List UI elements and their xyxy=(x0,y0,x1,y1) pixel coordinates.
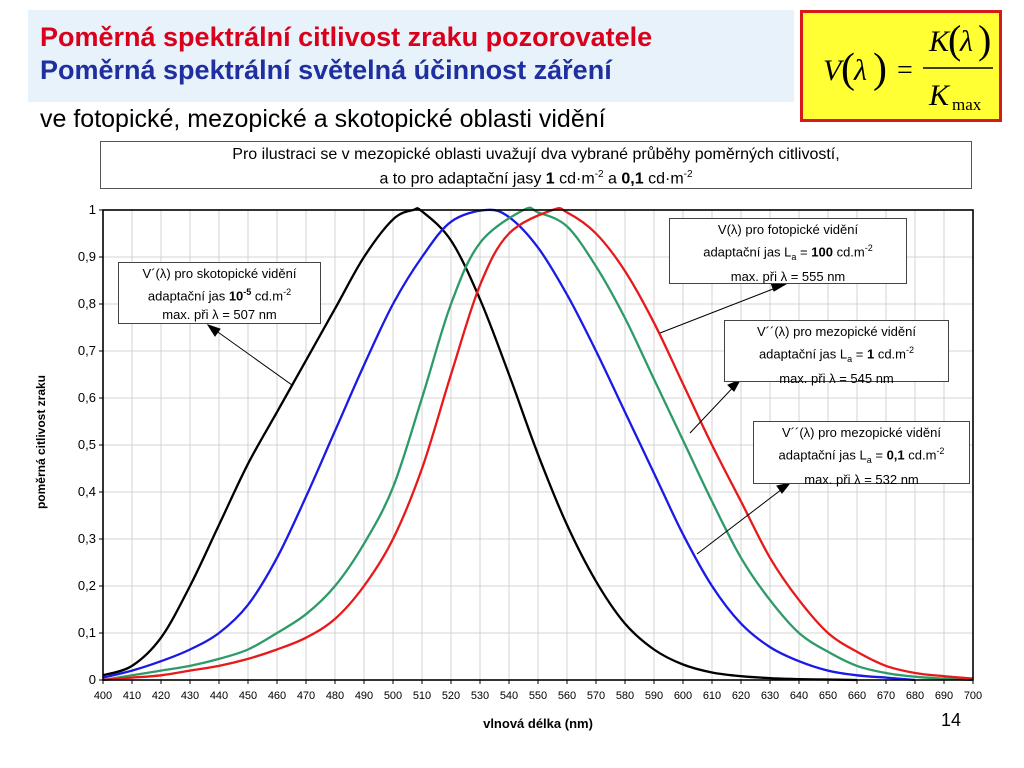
x-tick-labels: 400 410 420 430 440 450 460 470 480 490 500 510 520 5… xyxy=(94,680,982,702)
x-tick-label: 560 xyxy=(558,690,576,702)
y-tick-label: 0,5 xyxy=(78,437,96,452)
annotation-photopic: V(λ) pro fotopické vidění adaptační jas … xyxy=(669,218,907,284)
x-tick-label: 470 xyxy=(297,690,315,702)
formula-lambda: λ xyxy=(853,54,867,87)
y-tick-label: 1 xyxy=(89,202,96,217)
leader-scotopic-arrow xyxy=(206,324,221,337)
formula-box: V ( λ ) = K ( λ ) K max xyxy=(800,10,1002,122)
x-tick-label: 630 xyxy=(761,690,779,702)
formula-graphic: V ( λ ) = K ( λ ) K max xyxy=(823,17,993,114)
formula-equals: = xyxy=(897,55,913,86)
leader-mesopic-1-arrow xyxy=(727,378,742,392)
leader-mesopic-01-arrow xyxy=(776,482,792,494)
x-tick-label: 540 xyxy=(500,690,518,702)
page-number: 14 xyxy=(941,710,962,730)
annotation-leaders xyxy=(206,282,792,555)
page-subtitle: ve fotopické, mezopické a skotopické obl… xyxy=(40,105,606,133)
y-tick-label: 0,6 xyxy=(78,390,96,405)
x-tick-label: 660 xyxy=(848,690,866,702)
y-tick-label: 0 xyxy=(89,672,96,687)
formula-paren-close: ) xyxy=(873,46,887,92)
x-tick-label: 690 xyxy=(935,690,953,702)
formula-denominator-sub: max xyxy=(952,95,982,114)
y-axis-label: poměrná citlivost zraku xyxy=(34,374,48,510)
x-axis-label: vlnová délka (nm) xyxy=(483,716,593,731)
x-tick-label: 460 xyxy=(268,690,286,702)
formula-numerator: K xyxy=(928,25,951,58)
annotation-mesopic-01: V´´(λ) pro mezopické vidění adaptační ja… xyxy=(753,421,970,487)
y-tick-label: 0,2 xyxy=(78,578,96,593)
leader-mesopic-01 xyxy=(696,482,791,555)
x-tick-label: 400 xyxy=(94,690,112,702)
formula-num-paren-close: ) xyxy=(978,17,991,62)
x-tick-label: 510 xyxy=(413,690,431,702)
x-tick-label: 550 xyxy=(529,690,547,702)
x-tick-label: 420 xyxy=(152,690,170,702)
x-tick-label: 480 xyxy=(326,690,344,702)
note-line1: Pro ilustraci se v mezopické oblasti uva… xyxy=(232,146,840,163)
x-tick-label: 680 xyxy=(906,690,924,702)
x-tick-label: 640 xyxy=(790,690,808,702)
y-tick-label: 0,3 xyxy=(78,531,96,546)
x-tick-label: 600 xyxy=(674,690,692,702)
x-tick-label: 440 xyxy=(210,690,228,702)
x-tick-label: 530 xyxy=(471,690,489,702)
x-tick-label: 670 xyxy=(877,690,895,702)
y-tick-label: 0,7 xyxy=(78,343,96,358)
series-line-mesopic_1 xyxy=(102,206,974,682)
x-tick-label: 650 xyxy=(819,690,837,702)
x-tick-label: 490 xyxy=(355,690,373,702)
x-tick-label: 590 xyxy=(645,690,663,702)
title-band xyxy=(28,10,794,102)
page-title: Poměrná spektrální citlivost zraku pozor… xyxy=(40,22,653,52)
x-tick-label: 620 xyxy=(732,690,750,702)
x-tick-label: 520 xyxy=(442,690,460,702)
note-line2: a to pro adaptační jasy 1 cd·m-2 a 0,1 c… xyxy=(379,169,693,188)
x-tick-label: 570 xyxy=(587,690,605,702)
y-tick-label: 0,1 xyxy=(78,625,96,640)
leader-photopic xyxy=(659,283,787,334)
x-tick-label: 430 xyxy=(181,690,199,702)
x-tick-label: 450 xyxy=(239,690,257,702)
formula-lhs: V xyxy=(823,54,845,87)
y-tick-label: 0,4 xyxy=(78,484,96,499)
series-line-scotopic xyxy=(102,207,858,682)
x-tick-label: 580 xyxy=(616,690,634,702)
formula-denominator: K xyxy=(928,79,951,112)
info-note: Pro ilustraci se v mezopické oblasti uva… xyxy=(100,141,972,189)
page-title-secondary: Poměrná spektrální světelná účinnost zář… xyxy=(40,55,612,85)
formula-num-lambda: λ xyxy=(959,25,973,58)
formula-num-paren-open: ( xyxy=(948,17,961,62)
y-tick-labels: 0 0,1 0,2 0,3 0,4 0,5 0,6 0,7 0,8 0,9 1 xyxy=(78,202,103,687)
annotation-mesopic-1: V´´(λ) pro mezopické vidění adaptační ja… xyxy=(724,320,949,386)
y-tick-label: 0,8 xyxy=(78,296,96,311)
y-tick-label: 0,9 xyxy=(78,249,96,264)
annotation-scotopic: V´(λ) pro skotopické vidění adaptační ja… xyxy=(118,262,321,324)
leader-scotopic xyxy=(207,324,293,386)
x-tick-label: 700 xyxy=(964,690,982,702)
x-tick-label: 410 xyxy=(123,690,141,702)
x-tick-label: 500 xyxy=(384,690,402,702)
formula-paren-open: ( xyxy=(841,46,855,92)
x-tick-label: 610 xyxy=(703,690,721,702)
